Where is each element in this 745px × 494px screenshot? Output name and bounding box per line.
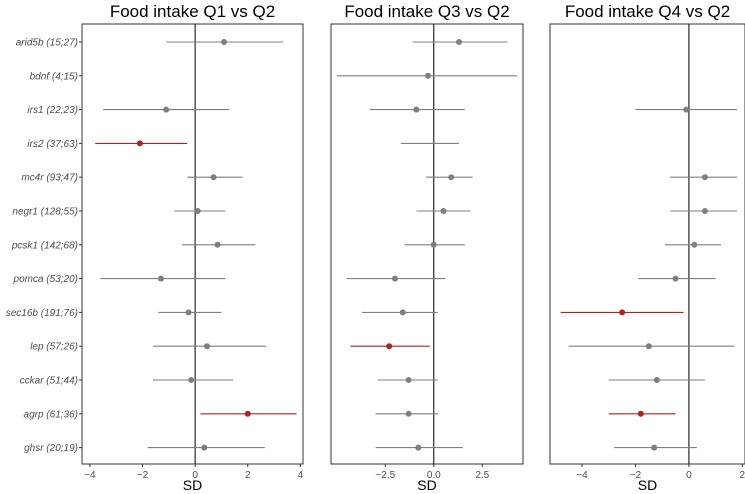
gene-label: mc4r (93;47) xyxy=(21,173,78,184)
x-axis-title: SD xyxy=(417,477,436,493)
x-tick-label: 0.0 xyxy=(427,470,441,481)
x-tick-label: 0 xyxy=(192,470,198,481)
panel-title: Food intake Q4 vs Q2 xyxy=(565,2,730,21)
x-tick-label: −2 xyxy=(630,470,642,481)
gene-label: pomca (53;20) xyxy=(13,274,78,285)
panel-title: Food intake Q3 vs Q2 xyxy=(344,2,509,21)
point-estimate xyxy=(203,343,210,350)
point-estimate xyxy=(201,444,208,451)
point-estimate xyxy=(701,174,708,181)
point-estimate xyxy=(645,343,652,350)
panel-title: Food intake Q1 vs Q2 xyxy=(110,2,275,21)
gene-label: agrp (61;36) xyxy=(24,409,78,420)
gene-label: arid5b (15;27) xyxy=(16,38,78,49)
point-estimate xyxy=(413,106,420,113)
gene-label: ghsr (20;19) xyxy=(24,443,78,454)
point-estimate xyxy=(386,343,393,350)
point-estimate xyxy=(619,309,626,316)
point-estimate xyxy=(701,208,708,214)
point-estimate xyxy=(405,377,412,383)
point-estimate xyxy=(188,377,195,383)
panel-2: Food intake Q3 vs Q2 −2.5 0.0 2.5 SD xyxy=(330,2,524,493)
point-estimate xyxy=(163,106,170,113)
point-estimate xyxy=(672,275,679,282)
point-estimate xyxy=(210,174,217,181)
gene-label: pcsk1 (142;68) xyxy=(11,240,78,251)
point-estimate xyxy=(456,39,462,45)
x-tick-label: 2 xyxy=(740,470,745,481)
panel-1: Food intake Q1 vs Q2 −4 −2 0 2 4 SD xyxy=(81,2,304,493)
point-estimate xyxy=(221,39,228,45)
panel-frame xyxy=(81,23,304,465)
point-estimate xyxy=(653,377,660,383)
x-tick-label: 2.5 xyxy=(475,470,489,481)
gene-label: cckar (51;44) xyxy=(20,376,78,387)
point-estimate xyxy=(430,241,437,248)
gene-label: irs1 (22;23) xyxy=(27,105,78,116)
point-estimate xyxy=(424,72,431,79)
panel-frame xyxy=(549,23,745,465)
point-estimate xyxy=(405,410,412,417)
point-estimate xyxy=(214,241,221,248)
point-estimate xyxy=(157,275,164,282)
x-axis-title: SD xyxy=(183,477,202,493)
point-estimate xyxy=(691,241,698,248)
gene-label: negr1 (128;55) xyxy=(12,207,78,218)
point-estimate xyxy=(683,106,690,113)
point-estimate xyxy=(637,410,644,417)
panel-3: Food intake Q4 vs Q2 −4 −2 0 2 SD xyxy=(549,2,745,493)
point-estimate xyxy=(440,208,447,214)
point-estimate xyxy=(136,140,143,147)
x-tick-label: 0 xyxy=(686,470,692,481)
gene-label: lep (57;26) xyxy=(30,342,78,353)
point-estimate xyxy=(392,275,398,282)
point-estimate xyxy=(651,444,658,451)
x-tick-label: −2.5 xyxy=(375,470,395,481)
point-estimate xyxy=(415,444,422,451)
x-tick-label: −2 xyxy=(137,470,149,481)
gene-label: bdnf (4;15) xyxy=(30,71,78,82)
point-estimate xyxy=(399,309,406,316)
x-tick-label: 2 xyxy=(245,470,251,481)
x-tick-label: −4 xyxy=(576,470,588,481)
point-estimate xyxy=(448,174,455,181)
point-estimate xyxy=(185,309,192,316)
x-axis-title: SD xyxy=(638,477,657,493)
x-tick-label: −4 xyxy=(84,470,96,481)
point-estimate xyxy=(244,410,251,417)
point-estimate xyxy=(194,208,201,214)
gene-label: sec16b (191;76) xyxy=(6,308,78,319)
panel-frame xyxy=(330,23,524,465)
x-tick-label: 4 xyxy=(298,470,304,481)
gene-label: irs2 (37;63) xyxy=(27,139,78,150)
